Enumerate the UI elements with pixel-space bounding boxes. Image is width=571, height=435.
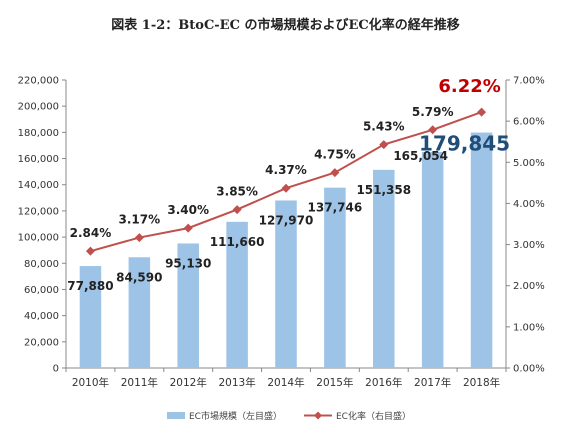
bar bbox=[79, 266, 102, 368]
chart-title: 図表 1-2：BtoC-EC の市場規模およびEC化率の経年推移 bbox=[111, 18, 460, 33]
left-tick-label: 80,000 bbox=[24, 259, 59, 270]
bar-data-label: 151,358 bbox=[356, 183, 411, 197]
x-tick-label: 2016年 bbox=[365, 376, 402, 389]
legend-line-marker bbox=[314, 411, 322, 420]
right-tick-label: 2.00% bbox=[513, 281, 545, 292]
bar bbox=[275, 200, 297, 368]
right-tick-label: 1.00% bbox=[513, 322, 545, 333]
left-tick-label: 100,000 bbox=[18, 233, 59, 244]
line-point bbox=[183, 223, 193, 233]
line-point bbox=[232, 205, 242, 215]
line-data-label: 4.37% bbox=[265, 163, 307, 177]
line-point bbox=[281, 183, 291, 193]
left-tick-label: 0 bbox=[53, 364, 59, 375]
bar bbox=[128, 257, 151, 368]
line-data-label: 2.84% bbox=[70, 226, 112, 240]
line-data-label: 6.22% bbox=[438, 76, 500, 97]
line-point bbox=[85, 246, 95, 256]
line-point bbox=[477, 107, 487, 117]
x-tick-label: 2011年 bbox=[121, 376, 158, 389]
bar bbox=[177, 243, 199, 368]
line-point bbox=[428, 125, 438, 135]
left-tick-label: 120,000 bbox=[18, 206, 59, 217]
bar-data-label: 84,590 bbox=[116, 270, 162, 284]
bar-data-label: 95,130 bbox=[165, 256, 211, 270]
legend-bar-label: EC市場規模（左目盛） bbox=[189, 410, 282, 422]
line-data-label: 5.79% bbox=[412, 105, 454, 119]
bar-data-label: 137,746 bbox=[308, 201, 363, 215]
left-tick-label: 220,000 bbox=[18, 76, 59, 87]
x-tick-label: 2012年 bbox=[170, 376, 207, 389]
bar bbox=[421, 151, 444, 368]
line-data-label: 3.85% bbox=[216, 185, 258, 199]
legend-line-label: EC化率（右目盛） bbox=[336, 410, 411, 422]
legend-bar-swatch bbox=[167, 412, 185, 419]
x-tick-label: 2013年 bbox=[218, 376, 255, 389]
right-tick-label: 6.00% bbox=[513, 117, 545, 128]
line-point bbox=[330, 168, 340, 178]
right-tick-label: 0.00% bbox=[513, 364, 545, 375]
line-point bbox=[134, 233, 144, 243]
bar-data-label: 127,970 bbox=[259, 213, 314, 227]
line-data-label: 5.43% bbox=[363, 120, 405, 134]
left-tick-label: 40,000 bbox=[24, 311, 59, 322]
left-tick-label: 20,000 bbox=[24, 337, 59, 348]
x-tick-label: 2014年 bbox=[267, 376, 304, 389]
line-data-label: 3.17% bbox=[119, 213, 161, 227]
left-tick-label: 200,000 bbox=[18, 102, 59, 113]
bar-data-label: 111,660 bbox=[210, 235, 265, 249]
line-point bbox=[379, 140, 389, 150]
right-tick-label: 4.00% bbox=[513, 199, 545, 210]
bar-data-label: 179,845 bbox=[419, 132, 510, 156]
x-tick-label: 2018年 bbox=[463, 376, 500, 389]
left-tick-label: 140,000 bbox=[18, 180, 59, 191]
left-tick-label: 60,000 bbox=[24, 285, 59, 296]
right-tick-label: 5.00% bbox=[513, 158, 545, 169]
bar bbox=[226, 221, 248, 368]
bar bbox=[373, 169, 395, 368]
x-tick-label: 2015年 bbox=[316, 376, 353, 389]
line-data-label: 3.40% bbox=[167, 203, 209, 217]
bar bbox=[324, 187, 346, 368]
bar bbox=[470, 132, 493, 368]
right-tick-label: 7.00% bbox=[513, 76, 545, 87]
left-tick-label: 160,000 bbox=[18, 154, 59, 165]
x-tick-label: 2017年 bbox=[414, 376, 451, 389]
x-tick-label: 2010年 bbox=[72, 376, 109, 389]
left-tick-label: 180,000 bbox=[18, 128, 59, 139]
bar-data-label: 165,054 bbox=[393, 149, 448, 163]
line-data-label: 4.75% bbox=[314, 148, 356, 162]
bar-data-label: 77,880 bbox=[67, 279, 113, 293]
right-tick-label: 3.00% bbox=[513, 240, 545, 251]
